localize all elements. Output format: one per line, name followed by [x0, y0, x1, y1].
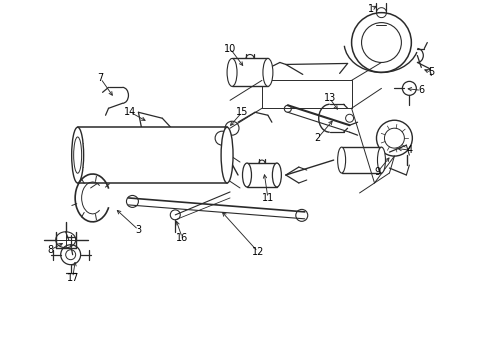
- Ellipse shape: [221, 127, 233, 183]
- Bar: [232, 58, 268, 86]
- Ellipse shape: [227, 58, 237, 86]
- Text: 2: 2: [315, 133, 321, 143]
- Text: 6: 6: [418, 85, 424, 95]
- Ellipse shape: [338, 147, 345, 173]
- Text: 3: 3: [135, 225, 142, 235]
- Bar: [342, 147, 382, 173]
- Ellipse shape: [74, 137, 82, 173]
- Text: 13: 13: [323, 93, 336, 103]
- Text: 9: 9: [374, 167, 381, 177]
- Text: 12: 12: [252, 247, 264, 257]
- Ellipse shape: [272, 163, 281, 187]
- Ellipse shape: [263, 58, 273, 86]
- Text: 5: 5: [428, 67, 435, 77]
- Text: 17: 17: [67, 273, 79, 283]
- Ellipse shape: [243, 163, 251, 187]
- Bar: [247, 163, 277, 187]
- Bar: [77, 127, 227, 183]
- Text: 15: 15: [236, 107, 248, 117]
- Text: 16: 16: [176, 233, 188, 243]
- Ellipse shape: [72, 127, 84, 183]
- Text: 4: 4: [406, 145, 413, 155]
- Text: 1: 1: [368, 4, 374, 14]
- Text: 7: 7: [98, 73, 104, 84]
- Text: 14: 14: [124, 107, 137, 117]
- Ellipse shape: [377, 147, 386, 173]
- Text: 11: 11: [262, 193, 274, 203]
- Text: 10: 10: [224, 44, 236, 54]
- Text: 8: 8: [48, 245, 54, 255]
